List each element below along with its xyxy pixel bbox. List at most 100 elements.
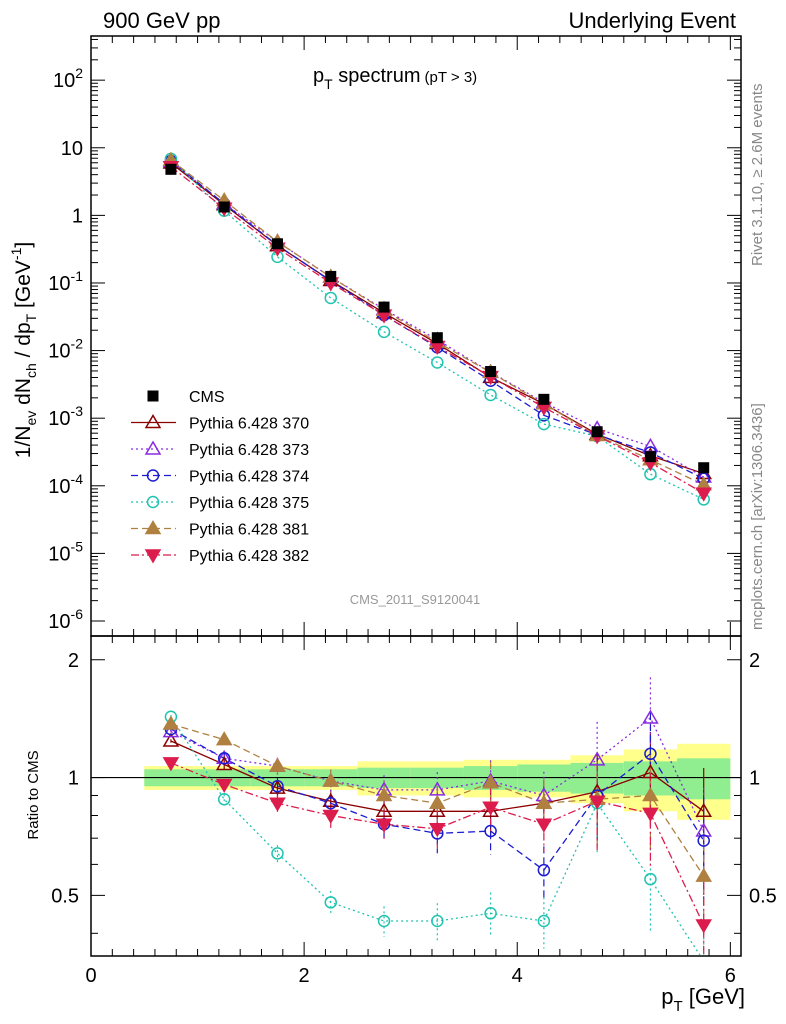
ratio-series-line xyxy=(170,716,702,956)
main-series-point xyxy=(377,325,391,339)
ratio-frame-rect xyxy=(90,635,742,957)
ratio-series-point xyxy=(217,793,231,806)
ratio-series-point xyxy=(322,792,340,807)
xtick-label: 6 xyxy=(725,965,736,987)
ratio-panel-frame xyxy=(90,635,742,957)
main-ytick-label: 10-3 xyxy=(48,403,83,430)
ratio-series-point xyxy=(215,731,233,746)
legend-label: Pythia 6.428 370 xyxy=(189,416,309,433)
ratio-series-point xyxy=(162,757,180,772)
legend-label: Pythia 6.428 382 xyxy=(189,548,309,565)
ratio-series-point xyxy=(324,796,338,810)
main-ytick-label: 10-2 xyxy=(48,336,83,363)
main-panel-ticks: 10-6 10-5 10-4 10-3 10-2 10-1 1 10 102 xyxy=(48,36,741,636)
ratio-series-point xyxy=(429,802,446,818)
main-series-point xyxy=(695,487,713,502)
ratio-series-point xyxy=(535,818,553,833)
ratio-series-point xyxy=(375,802,393,818)
ratio-ytick-label-right: 2 xyxy=(749,650,760,672)
ratio-series-point xyxy=(215,778,233,793)
cms-data-point xyxy=(271,238,283,250)
ratio-ytick-label: 1 xyxy=(68,768,79,790)
ratio-ytick-label-right: 0.5 xyxy=(749,885,777,907)
main-ytick-label: 10-5 xyxy=(48,538,83,565)
ratio-series-point xyxy=(322,772,340,787)
mcplots-label: mcplots.cern.ch [arXiv:1306.3436] xyxy=(749,403,766,630)
main-ytick-label: 1 xyxy=(72,205,83,227)
main-series-line xyxy=(170,159,704,486)
main-frame-rect xyxy=(90,35,742,637)
xtick-label: 2 xyxy=(299,965,310,987)
ratio-series-point xyxy=(162,715,180,730)
xtick-label: 4 xyxy=(512,965,523,987)
legend-marker xyxy=(146,469,160,482)
ratio-ylabel: Ratio to CMS xyxy=(25,750,42,839)
legend-label: Pythia 6.428 375 xyxy=(189,495,309,512)
main-panel-frame xyxy=(90,35,742,637)
svg-text:1/Nev dNch / dpT [GeV-1]: 1/Nev dNch / dpT [GeV-1] xyxy=(8,242,39,458)
ratio-series-point xyxy=(482,801,499,816)
legend: CMS Pythia 6.428 370 Pythia 6.428 373 Pythi… xyxy=(131,389,309,565)
main-series-point xyxy=(431,356,444,369)
ratio-series-point xyxy=(429,794,446,809)
legend-label: Pythia 6.428 374 xyxy=(189,469,309,486)
ratio-series-point xyxy=(695,802,713,818)
ratio-series-point xyxy=(269,779,286,794)
rivet-label: Rivet 3.1.10, ≥ 2.6M events xyxy=(749,83,766,267)
cms-data-point xyxy=(485,366,497,378)
ratio-series-point xyxy=(162,723,180,738)
legend-marker xyxy=(146,495,160,509)
ratio-series-point xyxy=(375,818,393,833)
ratio-series-point xyxy=(269,797,286,812)
ratio-series-point xyxy=(642,786,659,802)
main-ytick-label: 10-6 xyxy=(48,606,83,633)
cms-data-point xyxy=(218,201,230,213)
main-ytick-label: 102 xyxy=(53,65,83,92)
ratio-series-point xyxy=(644,872,657,886)
header-left: 900 GeV pp xyxy=(103,8,221,33)
ratio-series-point xyxy=(695,867,713,882)
ratio-series-point xyxy=(697,834,710,847)
ratio-series-point xyxy=(322,809,340,824)
ratio-series-group xyxy=(162,677,713,956)
xaxis-label: pT [GeV] xyxy=(661,984,745,1015)
legend-marker xyxy=(144,440,162,455)
ratio-series-point xyxy=(375,786,393,802)
ratio-series-point xyxy=(429,822,446,838)
ratio-series-point xyxy=(695,822,713,837)
main-series-point xyxy=(537,417,551,431)
ratio-series-point xyxy=(642,709,659,724)
ratio-series-point xyxy=(377,914,391,928)
ratio-series-point xyxy=(642,807,659,822)
ratio-series-point xyxy=(535,794,553,809)
xtick-label: 0 xyxy=(85,965,96,987)
svg-text:Ratio to CMS: Ratio to CMS xyxy=(25,750,42,839)
ratio-series-point xyxy=(588,795,606,810)
cms-data-point xyxy=(325,270,337,282)
ratio-series-point xyxy=(484,907,497,920)
ratio-series-point xyxy=(217,752,231,765)
legend-marker xyxy=(144,520,162,535)
legend-marker-cms xyxy=(147,390,159,402)
cms-data-point xyxy=(165,163,177,175)
ratio-panel-ticks: 0.5 0.5 1 1 2 2 0 2 4 6 xyxy=(51,636,777,987)
ratio-ytick-label-right: 1 xyxy=(749,768,760,790)
ratio-ytick-label: 2 xyxy=(68,650,79,672)
cms-data-point xyxy=(431,332,443,344)
main-panel-series xyxy=(162,151,713,506)
cms-data-point xyxy=(538,393,550,405)
ratio-series-point xyxy=(482,774,499,789)
header-right: Underlying Event xyxy=(568,8,736,33)
ratio-series-point xyxy=(431,914,444,928)
main-ylabel: 1/Nev dNch / dpT [GeV-1] xyxy=(8,242,39,458)
legend-label: Pythia 6.428 373 xyxy=(189,442,309,459)
ratio-series-point xyxy=(271,847,284,860)
ratio-series-point xyxy=(695,919,713,934)
ratio-series-point xyxy=(644,747,657,761)
ratio-series-point xyxy=(642,764,659,779)
legend-label: Pythia 6.428 381 xyxy=(189,522,309,539)
plot-title: pT spectrum (pT > 3) xyxy=(313,65,477,92)
legend-marker xyxy=(144,549,162,564)
legend-label-cms: CMS xyxy=(189,389,225,406)
